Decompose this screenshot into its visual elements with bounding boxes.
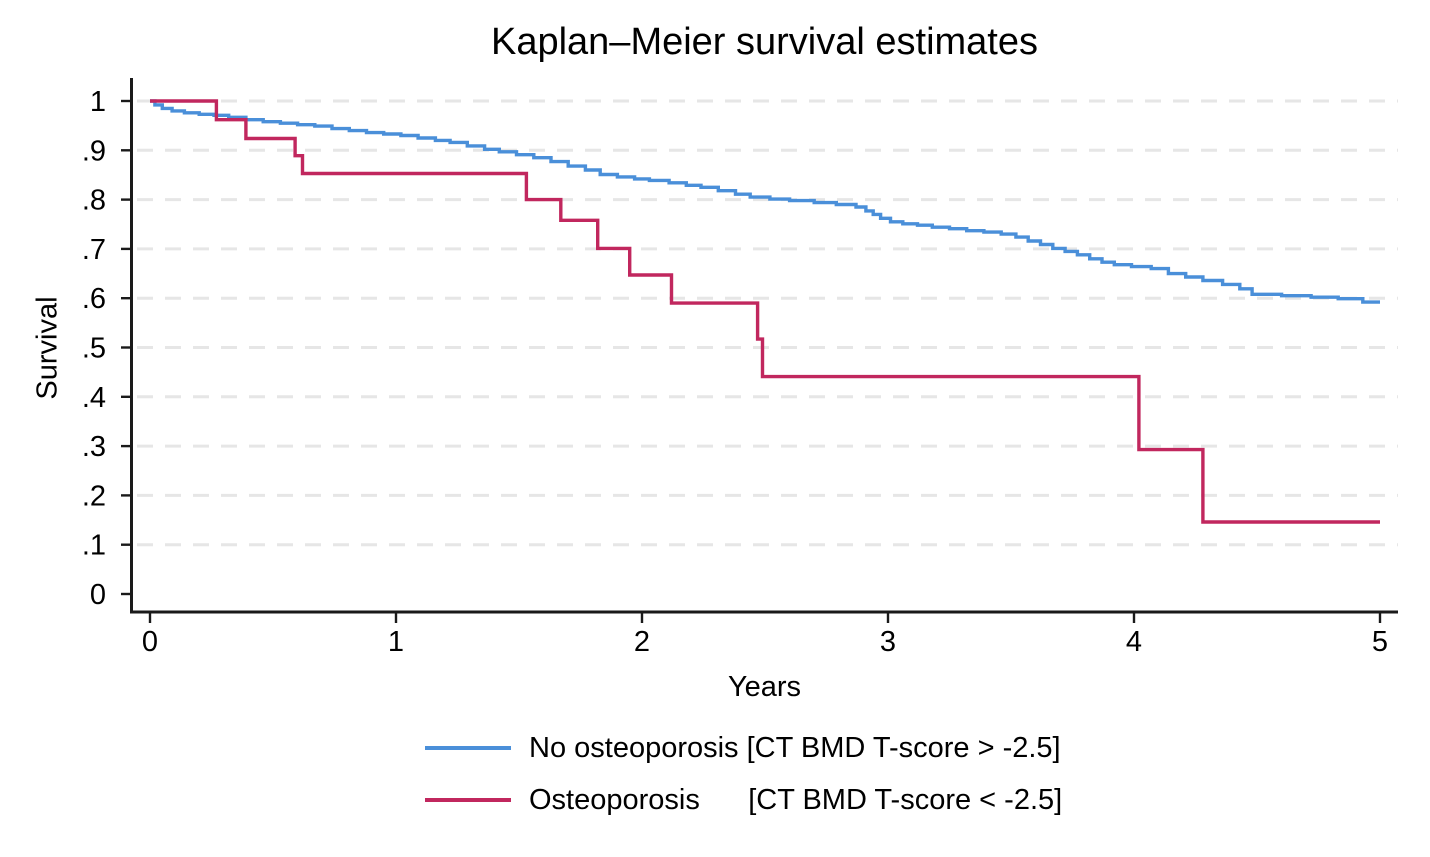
y-tick-label: .3 (82, 431, 106, 463)
axes (130, 78, 1398, 614)
y-axis-title: Survival (31, 296, 64, 400)
y-tick-label: 0 (90, 579, 106, 611)
y-tick-label: .1 (82, 530, 106, 562)
y-tick-label: .8 (82, 185, 106, 217)
survival-curve-osteoporosis (150, 99, 1380, 524)
y-axis-ticks: 0 .1 .2 .3 .4 .5 .6 .7 .8 .9 1 (82, 86, 132, 611)
x-axis-ticks: 0 1 2 3 4 5 (142, 612, 1388, 658)
legend-label: No osteoporosis [CT BMD T-score > -2.5] (529, 731, 1061, 764)
y-tick-label: 1 (90, 86, 106, 118)
y-tick-label: .4 (82, 382, 106, 414)
legend-swatch-red-line (425, 798, 511, 802)
x-tick-label: 2 (634, 626, 650, 658)
x-tick-label: 0 (142, 626, 158, 658)
x-tick-label: 1 (388, 626, 404, 658)
x-tick-label: 3 (880, 626, 896, 658)
x-tick-label: 4 (1126, 626, 1142, 658)
legend: No osteoporosis [CT BMD T-score > -2.5] … (425, 722, 1062, 826)
y-tick-label: .9 (82, 135, 106, 167)
legend-swatch-blue-line (425, 746, 511, 750)
y-tick-label: .5 (82, 333, 106, 365)
gridlines (137, 99, 1398, 547)
y-tick-label: .2 (82, 480, 106, 512)
y-tick-label: .7 (82, 234, 106, 266)
x-axis-title: Years (727, 671, 802, 703)
x-tick-label: 5 (1372, 626, 1388, 658)
legend-item-osteoporosis: Osteoporosis [CT BMD T-score < -2.5] (425, 774, 1062, 826)
survival-curve-no-osteoporosis (150, 99, 1380, 304)
legend-item-no-osteoporosis: No osteoporosis [CT BMD T-score > -2.5] (425, 722, 1062, 774)
legend-label: Osteoporosis [CT BMD T-score < -2.5] (529, 783, 1063, 816)
y-tick-label: .6 (82, 283, 106, 315)
chart-title: Kaplan–Meier survival estimates (490, 21, 1038, 63)
